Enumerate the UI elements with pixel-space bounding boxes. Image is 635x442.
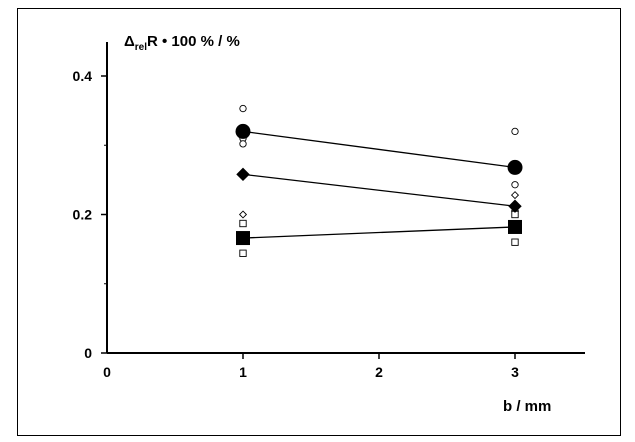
series-line [242,130,516,169]
point-square-filled [236,231,250,246]
y-tick-label: 0.2 [73,207,93,223]
y-tick-label: 0 [84,345,92,361]
y-axis-title-sub: rel [135,42,147,53]
point-diamond-open [238,210,248,219]
y-axis-title-main: Δ [124,33,135,50]
point-circle-open [239,104,247,113]
x-tick-label: 0 [103,364,111,380]
chart-frame [17,8,621,436]
point-square-open [239,249,247,257]
point-diamond-filled [236,167,250,182]
point-square-filled [508,219,522,234]
series-lines [242,130,516,239]
x-tick-label: 2 [375,364,383,380]
x-tick-label: 1 [239,364,247,380]
point-diamond-filled [508,199,522,213]
point-circle-open [239,140,247,148]
y-axis-title: ΔrelR • 100 % / % [124,33,240,53]
y-tick-label: 0.4 [73,68,93,84]
x-tick-label: 3 [511,364,519,380]
point-circle-open [511,127,519,136]
point-circle-filled [235,123,251,139]
point-circle-filled [507,159,523,175]
point-diamond-open [510,191,520,200]
series-line [242,173,516,207]
ticks: 0 1 2 3 0 0.2 0.4 [73,68,520,380]
point-square-open [239,219,247,228]
x-axis-title: b / mm [503,398,551,415]
y-axis-title-rest: R • 100 % / % [147,33,240,50]
point-circle-open [511,181,519,189]
series-line [242,226,516,239]
axes [106,42,585,354]
point-square-open [511,238,519,246]
data-points [235,104,523,257]
